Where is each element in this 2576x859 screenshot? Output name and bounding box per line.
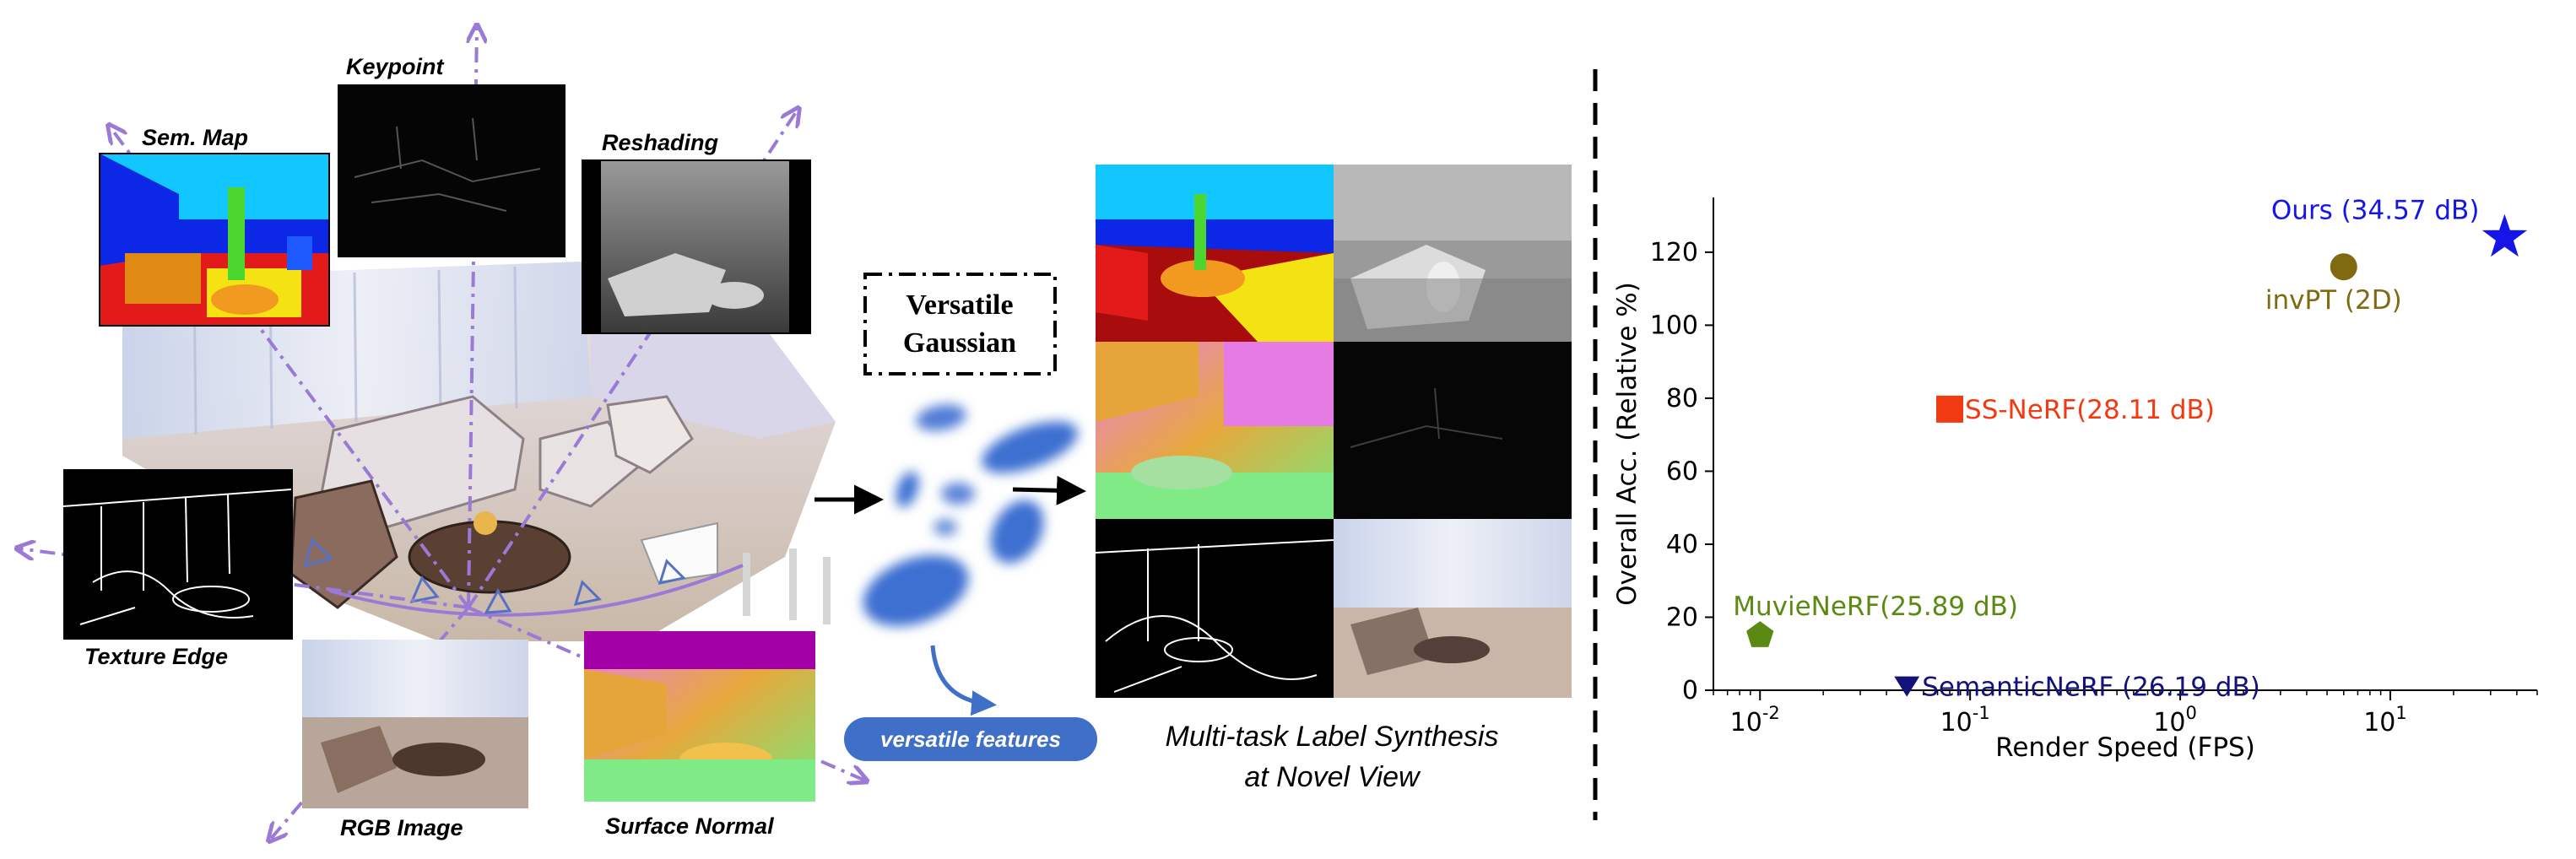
x-axis-label: Render Speed (FPS) <box>1995 732 2255 763</box>
y-tick-label: 80 <box>1666 384 1698 413</box>
y-tick-label: 120 <box>1650 238 1698 267</box>
camera-trajectory <box>328 564 744 617</box>
x-tick-label: 100 <box>2153 703 2197 737</box>
y-tick-label: 0 <box>1682 676 1698 705</box>
x-tick-label: 10-2 <box>1730 703 1780 737</box>
caption-line2: at Novel View <box>1244 761 1421 793</box>
texture-edge-tile <box>62 469 293 640</box>
novel-texture-edge <box>1096 519 1334 698</box>
y-axis-label: Overall Acc. (Relative %) <box>1612 282 1642 606</box>
versatile-gaussian-line2: Gaussian <box>903 327 1016 359</box>
y-tick-label: 20 <box>1666 602 1698 632</box>
y-tick-label: 60 <box>1666 457 1698 486</box>
y-tick-label: 40 <box>1666 530 1698 559</box>
label-muvienerf-25-89-db: MuvieNeRF(25.89 dB) <box>1733 592 2018 622</box>
caption-line1: Multi-task Label Synthesis <box>1166 721 1499 753</box>
label-ss-nerf-28-11-db: SS-NeRF(28.11 dB) <box>1965 395 2215 425</box>
armchair <box>606 395 694 474</box>
versatile-features-pill <box>844 717 1097 761</box>
sem-map-view-ray <box>110 127 470 609</box>
camera-frustums <box>303 538 687 614</box>
y-tick-label: 100 <box>1650 311 1698 340</box>
label-invpt-2d: invPT (2D) <box>2265 285 2402 316</box>
flower-vase <box>474 511 497 535</box>
keypoint-tile <box>338 84 566 257</box>
texture-edge-label: Texture Edge <box>84 644 228 669</box>
reshading-tile <box>582 159 811 334</box>
novel-view-grid: Multi-task Label Synthesis at Novel View <box>1095 165 1572 793</box>
surface-normal-tile <box>584 631 815 802</box>
keypoint-label: Keypoint <box>346 54 445 79</box>
versatile-gaussian-line1: Versatile <box>906 289 1013 321</box>
versatile-gaussian-box <box>863 273 1057 375</box>
point-muvienerf-25-89-db <box>1746 621 1774 647</box>
rgb-image-tile <box>302 640 528 808</box>
point-ours-34-57-db <box>2481 213 2528 257</box>
sem-map-tile <box>99 153 330 327</box>
surface-normal-label: Surface Normal <box>605 813 774 839</box>
label-semanticnerf-26-19-db: SemanticNeRF (26.19 dB) <box>1922 673 2260 703</box>
point-invpt-2d <box>2330 253 2357 281</box>
versatile-features-label: versatile features <box>880 727 1061 752</box>
scene-reconstruction: Sem. Map Keypoint Reshading Texture Edge… <box>19 27 865 840</box>
versatile-gaussian-panel: Versatile Gaussian versatile features <box>814 273 1097 761</box>
features-arrow <box>930 645 997 716</box>
x-tick-label: 101 <box>2363 703 2407 737</box>
scatter-chart: 0 20 40 60 80 100 120 10-2 10-1 100 101 Ours (34.… <box>1612 196 2538 763</box>
gaussian-blobs <box>863 404 1078 627</box>
point-ss-nerf-28-11-db <box>1936 395 1964 423</box>
reshading-view-ray <box>467 110 798 609</box>
reshading-label: Reshading <box>602 130 719 155</box>
rgb-image-label: RGB Image <box>340 815 463 840</box>
x-tick-label: 10-1 <box>1940 703 1990 737</box>
sem-map-label: Sem. Map <box>142 125 248 150</box>
point-semanticnerf-26-19-db <box>1894 676 1920 697</box>
label-ours-34-57-db: Ours (34.57 dB) <box>2271 196 2480 226</box>
gaussian-to-render-arrow <box>1012 475 1086 505</box>
